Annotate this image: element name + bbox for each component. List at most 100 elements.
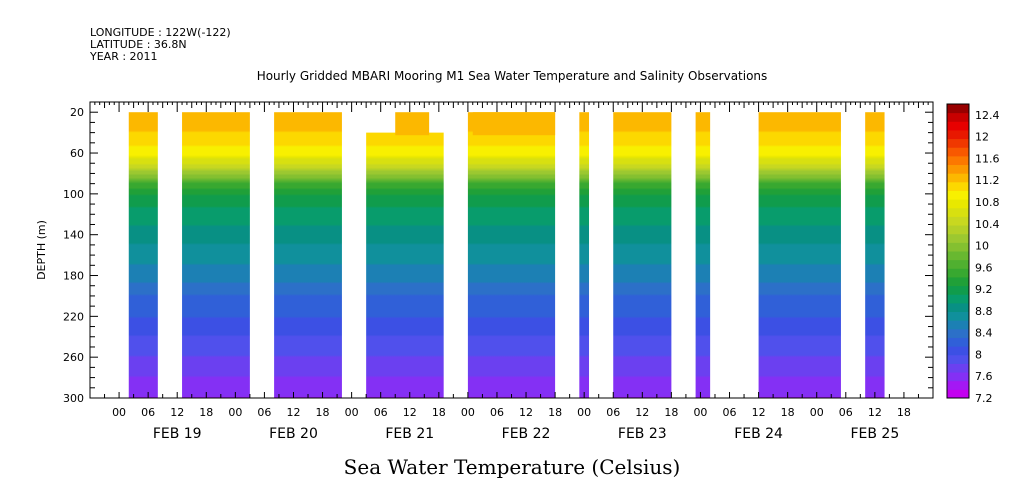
colorbar-label: 8 <box>975 348 982 361</box>
x-hour-label: 00 <box>810 406 824 419</box>
y-tick-label: 180 <box>63 270 84 283</box>
colorbar-label: 7.6 <box>975 370 993 383</box>
colorbar-label: 12.4 <box>975 109 1000 122</box>
x-hour-label: 00 <box>112 406 126 419</box>
x-day-label: FEB 19 <box>153 426 202 442</box>
latitude-label: LATITUDE : 36.8N <box>90 38 187 51</box>
colorbar-swatch <box>947 173 969 183</box>
colorbar-swatch <box>947 380 969 390</box>
chart-title: Hourly Gridded MBARI Mooring M1 Sea Wate… <box>257 69 768 83</box>
x-hour-label: 06 <box>257 406 271 419</box>
colorbar-swatch <box>947 112 969 122</box>
colorbar-swatch <box>947 233 969 243</box>
colorbar-label: 10.8 <box>975 196 1000 209</box>
x-hour-label: 06 <box>490 406 504 419</box>
y-tick-label: 140 <box>63 229 84 242</box>
surface-patch-0 <box>395 112 430 136</box>
colorbar-swatch <box>947 302 969 313</box>
x-hour-label: 12 <box>752 406 766 419</box>
x-axis: 00 06 12 18 00 06 12 18 00 06 12 18 00 06 12 18 00 06 12 18… <box>89 102 934 442</box>
colorbar-swatch <box>947 389 969 399</box>
colorbar-swatch <box>947 259 969 269</box>
colorbar-swatch <box>947 251 969 261</box>
colorbar-swatch <box>947 276 969 287</box>
colorbar-swatch <box>947 147 969 157</box>
data-segment-6 <box>613 112 672 398</box>
y-tick-label: 260 <box>63 351 84 364</box>
colorbar-swatch <box>947 354 969 364</box>
x-hour-label: 06 <box>374 406 388 419</box>
colorbar-swatch <box>947 207 969 217</box>
y-tick-label: 300 <box>63 392 84 405</box>
colorbar-swatch <box>947 181 969 191</box>
data-segment-5 <box>579 112 590 398</box>
x-hour-label: 12 <box>519 406 533 419</box>
y-tick-label: 220 <box>63 310 84 323</box>
colorbar-swatch <box>947 294 969 304</box>
x-hour-label: 18 <box>548 406 562 419</box>
x-hour-label: 00 <box>693 406 707 419</box>
x-hour-label: 18 <box>432 406 446 419</box>
x-day-label: FEB 20 <box>269 426 318 442</box>
colorbar-label: 7.2 <box>975 392 993 405</box>
colorbar-swatch <box>947 138 969 148</box>
data-segment-4 <box>467 112 556 398</box>
colorbar-label: 11.6 <box>975 152 1000 165</box>
data-segment-9 <box>865 112 885 398</box>
x-hour-label: 06 <box>141 406 155 419</box>
x-hour-label: 12 <box>403 406 417 419</box>
x-hour-label: 18 <box>316 406 330 419</box>
colorbar-swatch <box>947 268 969 278</box>
units-caption: Sea Water Temperature (Celsius) <box>344 455 681 479</box>
x-hour-label: 12 <box>635 406 649 419</box>
colorbar-swatch <box>947 216 969 226</box>
x-hour-label: 06 <box>839 406 853 419</box>
colorbar-label: 10.4 <box>975 218 1000 231</box>
colorbar-label: 8.8 <box>975 305 993 318</box>
colorbar-swatch <box>947 346 969 356</box>
colorbar-label: 11.2 <box>975 174 1000 187</box>
y-tick-label: 100 <box>63 188 84 201</box>
x-hour-label: 00 <box>461 406 475 419</box>
colorbar: 12.4 12 11.6 11.2 10.8 10.4 10 9.6 9.2 8.8 8.4 8 7.6… <box>946 103 1000 405</box>
colorbar-swatch <box>947 320 969 330</box>
x-day-label: FEB 23 <box>618 426 667 442</box>
data-segment-1 <box>182 112 250 398</box>
colorbar-frame <box>946 103 970 399</box>
colorbar-label: 10 <box>975 240 989 253</box>
x-hour-label: 18 <box>664 406 678 419</box>
surface-patch-1 <box>472 112 556 136</box>
x-day-label: FEB 22 <box>502 426 551 442</box>
colorbar-swatch <box>947 337 969 347</box>
colorbar-swatch <box>947 363 969 373</box>
colorbar-label: 8.4 <box>975 327 993 340</box>
colorbar-swatch <box>947 155 969 166</box>
colorbar-label: 12 <box>975 131 989 144</box>
data-segment-7 <box>695 112 711 398</box>
colorbar-swatch <box>947 164 969 174</box>
colorbar-swatch <box>947 129 969 140</box>
x-hour-label: 12 <box>170 406 184 419</box>
colorbar-swatch <box>947 285 969 295</box>
data-segment-0 <box>128 112 158 398</box>
x-hour-label: 00 <box>577 406 591 419</box>
data-segment-8 <box>758 112 841 398</box>
x-day-label: FEB 24 <box>734 426 783 442</box>
colorbar-swatch <box>947 372 969 382</box>
x-hour-label: 00 <box>228 406 242 419</box>
x-hour-label: 18 <box>781 406 795 419</box>
x-hour-label: 12 <box>868 406 882 419</box>
y-tick-label: 20 <box>70 106 84 119</box>
x-day-label: FEB 21 <box>385 426 434 442</box>
header-info: LONGITUDE : 122W(-122) LATITUDE : 36.8N … <box>89 26 231 63</box>
colorbar-swatch <box>947 190 969 200</box>
colorbar-swatch <box>947 104 969 114</box>
plot-data <box>128 112 885 398</box>
x-hour-label: 18 <box>897 406 911 419</box>
data-segment-3 <box>366 132 444 398</box>
longitude-label: LONGITUDE : 122W(-122) <box>90 26 231 39</box>
colorbar-swatch <box>947 242 969 252</box>
x-hour-label: 00 <box>345 406 359 419</box>
y-tick-label: 60 <box>70 147 84 160</box>
